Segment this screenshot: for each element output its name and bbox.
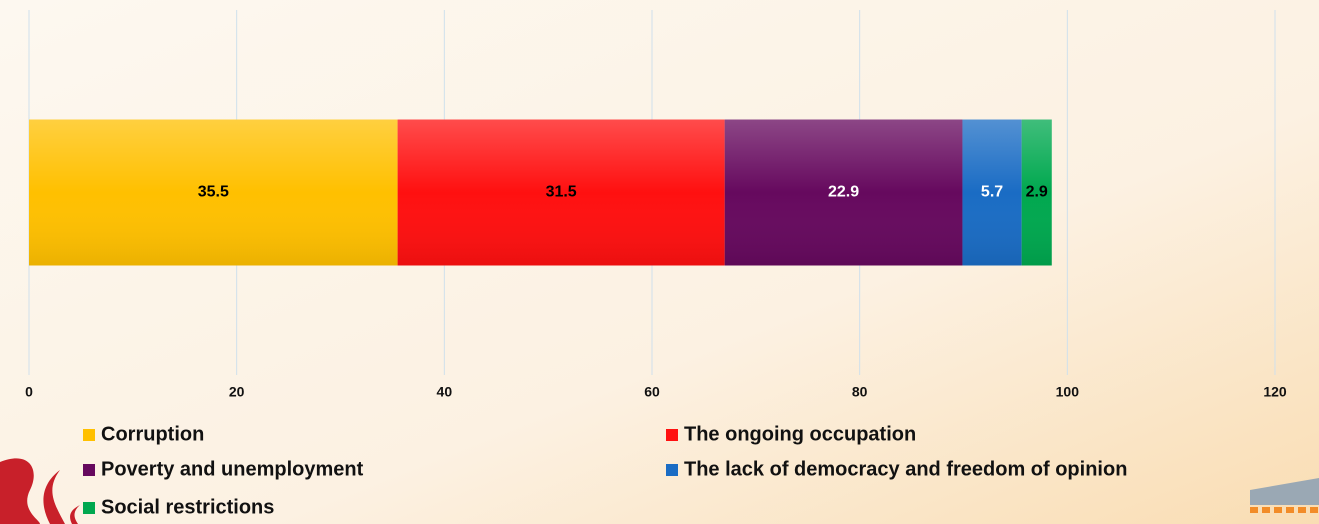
data-label: 35.5 [198,184,229,201]
x-tick-label: 100 [1056,384,1080,400]
legend-swatch [83,502,95,514]
bar-shine [397,119,725,266]
legend-swatch [666,429,678,441]
legend-label: The ongoing occupation [684,423,916,445]
x-tick-label: 0 [25,384,33,400]
data-label: 5.7 [981,184,1003,201]
bar-shine [724,119,963,266]
x-tick-label: 40 [437,384,453,400]
data-label: 2.9 [1026,184,1048,201]
bar-shine [29,119,398,266]
legend-label: Social restrictions [101,496,274,518]
legend-label: Corruption [101,423,204,445]
legend-swatch [666,464,678,476]
bar-shine [962,119,1022,266]
legend-label: The lack of democracy and freedom of opi… [684,458,1127,480]
x-tick-label: 20 [229,384,245,400]
data-label: 31.5 [546,184,577,201]
legend-label: Poverty and unemployment [101,458,364,480]
corner-icon [1250,478,1319,513]
bar-shine [1021,119,1052,266]
logo [0,458,80,524]
x-tick-label: 60 [644,384,660,400]
legend-swatch [83,464,95,476]
legend-swatch [83,429,95,441]
x-tick-label: 80 [852,384,868,400]
data-label: 22.9 [828,184,859,201]
x-tick-label: 120 [1263,384,1287,400]
